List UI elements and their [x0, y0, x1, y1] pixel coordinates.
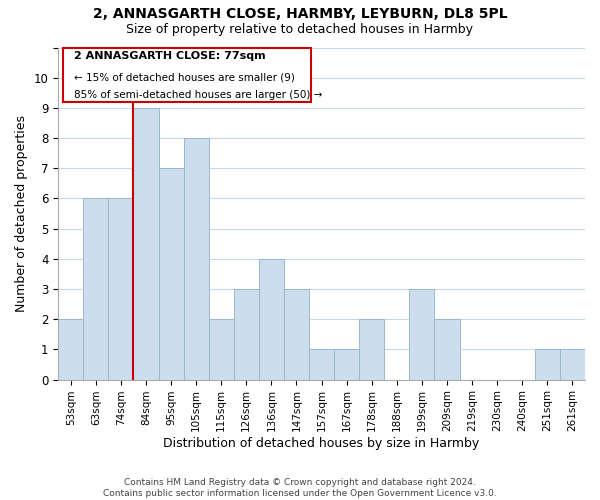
- Bar: [83, 198, 109, 380]
- Bar: [560, 350, 585, 380]
- FancyBboxPatch shape: [64, 48, 311, 102]
- Text: 2, ANNASGARTH CLOSE, HARMBY, LEYBURN, DL8 5PL: 2, ANNASGARTH CLOSE, HARMBY, LEYBURN, DL…: [92, 8, 508, 22]
- Bar: [158, 168, 184, 380]
- Bar: [334, 350, 359, 380]
- Bar: [109, 198, 133, 380]
- Bar: [434, 319, 460, 380]
- Bar: [259, 259, 284, 380]
- Bar: [535, 350, 560, 380]
- Bar: [234, 289, 259, 380]
- Bar: [359, 319, 384, 380]
- Text: 85% of semi-detached houses are larger (50) →: 85% of semi-detached houses are larger (…: [74, 90, 322, 100]
- Bar: [184, 138, 209, 380]
- Bar: [133, 108, 158, 380]
- X-axis label: Distribution of detached houses by size in Harmby: Distribution of detached houses by size …: [163, 437, 480, 450]
- Bar: [284, 289, 309, 380]
- Text: ← 15% of detached houses are smaller (9): ← 15% of detached houses are smaller (9): [74, 72, 295, 82]
- Bar: [209, 319, 234, 380]
- Bar: [58, 319, 83, 380]
- Bar: [309, 350, 334, 380]
- Y-axis label: Number of detached properties: Number of detached properties: [15, 115, 28, 312]
- Text: 2 ANNASGARTH CLOSE: 77sqm: 2 ANNASGARTH CLOSE: 77sqm: [74, 51, 266, 61]
- Bar: [409, 289, 434, 380]
- Text: Size of property relative to detached houses in Harmby: Size of property relative to detached ho…: [127, 22, 473, 36]
- Text: Contains HM Land Registry data © Crown copyright and database right 2024.
Contai: Contains HM Land Registry data © Crown c…: [103, 478, 497, 498]
